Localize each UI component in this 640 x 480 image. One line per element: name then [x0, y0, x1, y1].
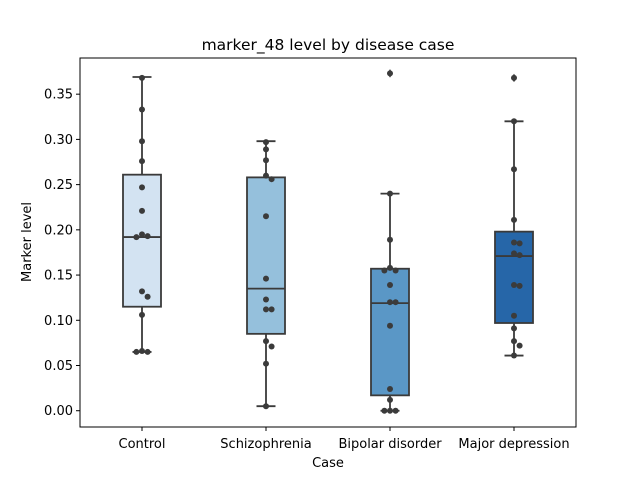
y-axis-label: Marker level [20, 202, 35, 282]
swarm-points [511, 74, 523, 359]
data-point [133, 348, 140, 355]
data-point [268, 343, 275, 350]
data-point [139, 158, 145, 165]
chart-title: marker_48 level by disease case [202, 36, 455, 55]
data-point [516, 252, 523, 259]
data-point [263, 213, 269, 220]
swarm-points [263, 139, 275, 410]
y-tick-label: 0.05 [44, 359, 73, 374]
data-point [387, 70, 393, 77]
x-tick-label: Control [119, 437, 166, 452]
data-point [387, 322, 393, 329]
data-point [139, 106, 145, 113]
data-point [268, 176, 275, 183]
data-point [516, 342, 523, 349]
y-tick-label: 0.35 [44, 88, 73, 103]
box-iqr [370, 267, 410, 397]
data-point [511, 118, 517, 125]
data-point [263, 338, 269, 345]
data-point [144, 348, 151, 355]
data-point [381, 407, 388, 414]
plot-area [122, 69, 534, 414]
data-point [263, 296, 269, 303]
data-point [263, 139, 269, 146]
box-group [122, 76, 162, 353]
swarm-points [133, 74, 151, 355]
x-tick-label: Schizophrenia [220, 437, 311, 452]
data-point [263, 157, 269, 164]
y-tick-label: 0.25 [44, 178, 73, 193]
data-point [268, 306, 275, 313]
y-axis: 0.00 0.05 0.10 0.15 0.20 0.25 0.30 0.35 [44, 88, 80, 419]
box-group [494, 73, 534, 357]
x-axis: Control Schizophrenia Bipolar disorder Majo… [119, 427, 570, 452]
data-point [139, 348, 145, 355]
data-point [139, 288, 145, 295]
data-point [387, 190, 393, 197]
data-point [263, 403, 269, 410]
data-point [144, 233, 151, 240]
data-point [516, 282, 523, 289]
data-point [387, 386, 393, 393]
data-point [387, 396, 393, 403]
data-point [511, 74, 517, 81]
data-point [511, 239, 517, 246]
swarm-points [381, 70, 399, 414]
y-tick-label: 0.10 [44, 314, 73, 329]
x-axis-label: Case [312, 456, 344, 471]
data-point [511, 250, 517, 257]
data-point [139, 311, 145, 318]
data-point [139, 74, 145, 81]
y-tick-label: 0.00 [44, 404, 73, 419]
data-point [387, 407, 393, 414]
data-point [511, 325, 517, 332]
data-point [263, 146, 269, 153]
data-point [392, 267, 399, 274]
data-point [387, 264, 393, 271]
data-point [139, 231, 145, 238]
data-point [516, 240, 523, 247]
data-point [511, 166, 517, 173]
box-iqr [122, 173, 162, 308]
y-tick-label: 0.30 [44, 133, 73, 148]
data-point [387, 282, 393, 289]
data-point [392, 407, 399, 414]
box-group [246, 140, 286, 408]
data-point [144, 293, 151, 300]
y-tick-label: 0.20 [44, 223, 73, 238]
data-point [139, 184, 145, 191]
data-point [263, 275, 269, 282]
data-point [511, 338, 517, 345]
data-point [263, 360, 269, 367]
data-point [381, 267, 388, 274]
data-point [263, 306, 269, 313]
y-tick-label: 0.15 [44, 269, 73, 284]
data-point [392, 299, 399, 306]
data-point [511, 312, 517, 319]
x-tick-label: Bipolar disorder [338, 437, 442, 452]
data-point [139, 138, 145, 145]
data-point [139, 207, 145, 214]
data-point [511, 216, 517, 223]
box-iqr [494, 230, 534, 324]
x-tick-label: Major depression [458, 437, 569, 452]
data-point [511, 352, 517, 359]
data-point [387, 299, 393, 306]
plot-frame [79, 57, 577, 428]
data-point [511, 282, 517, 289]
data-point [133, 234, 140, 241]
data-point [387, 236, 393, 243]
data-point [263, 172, 269, 179]
